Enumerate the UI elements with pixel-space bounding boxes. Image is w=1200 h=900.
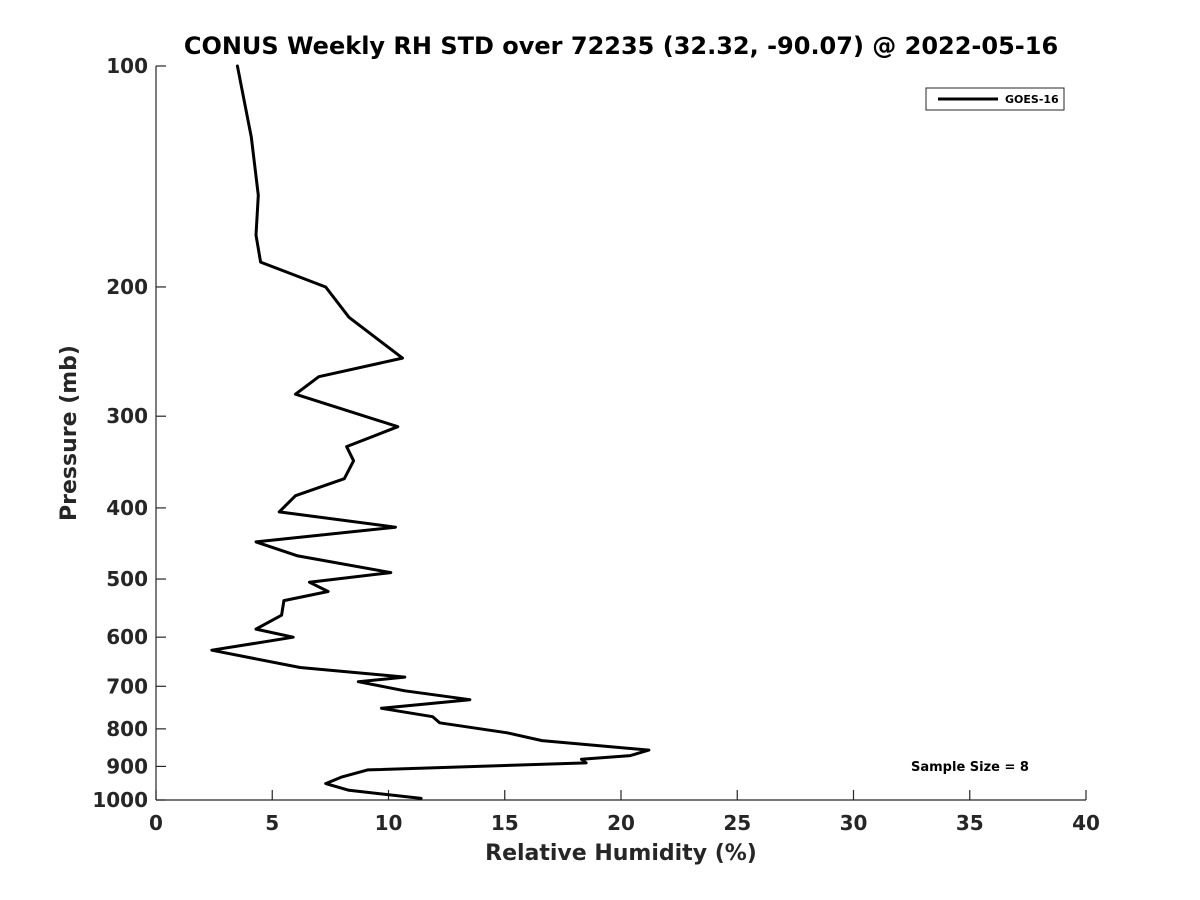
y-axis-label: Pressure (mb) [57, 345, 82, 521]
x-tick-label: 0 [149, 811, 163, 835]
x-tick-label: 15 [491, 811, 519, 835]
x-tick-label: 30 [840, 811, 868, 835]
x-tick-label: 20 [607, 811, 635, 835]
x-tick-label: 25 [723, 811, 751, 835]
y-tick-label: 700 [106, 674, 148, 698]
y-tick-label: 1000 [92, 788, 148, 812]
y-tick-label: 500 [106, 567, 148, 591]
legend-label-goes-16: GOES-16 [1005, 93, 1059, 106]
x-tick-label: 35 [956, 811, 984, 835]
y-tick-label: 100 [106, 54, 148, 78]
chart-title: CONUS Weekly RH STD over 72235 (32.32, -… [184, 32, 1058, 60]
legend: GOES-16 [925, 87, 1065, 111]
y-tick-label: 400 [106, 496, 148, 520]
y-tick-label: 900 [106, 754, 148, 778]
y-ticks: 100 200 300 400 500 600 700 800 900 1000 [92, 54, 166, 812]
sample-size-annotation: Sample Size = 8 [911, 760, 1029, 775]
x-tick-label: 10 [375, 811, 403, 835]
x-tick-label: 5 [265, 811, 279, 835]
series-layer [210, 64, 651, 800]
x-axis-label: Relative Humidity (%) [485, 841, 757, 866]
y-tick-label: 200 [106, 275, 148, 299]
y-tick-label: 600 [106, 625, 148, 649]
series-line-goes-16 [210, 64, 651, 800]
x-ticks: 0 5 10 15 20 25 30 35 40 [149, 790, 1100, 835]
axes [155, 66, 1086, 801]
x-tick-label: 40 [1072, 811, 1100, 835]
y-tick-label: 300 [106, 404, 148, 428]
y-tick-label: 800 [106, 717, 148, 741]
